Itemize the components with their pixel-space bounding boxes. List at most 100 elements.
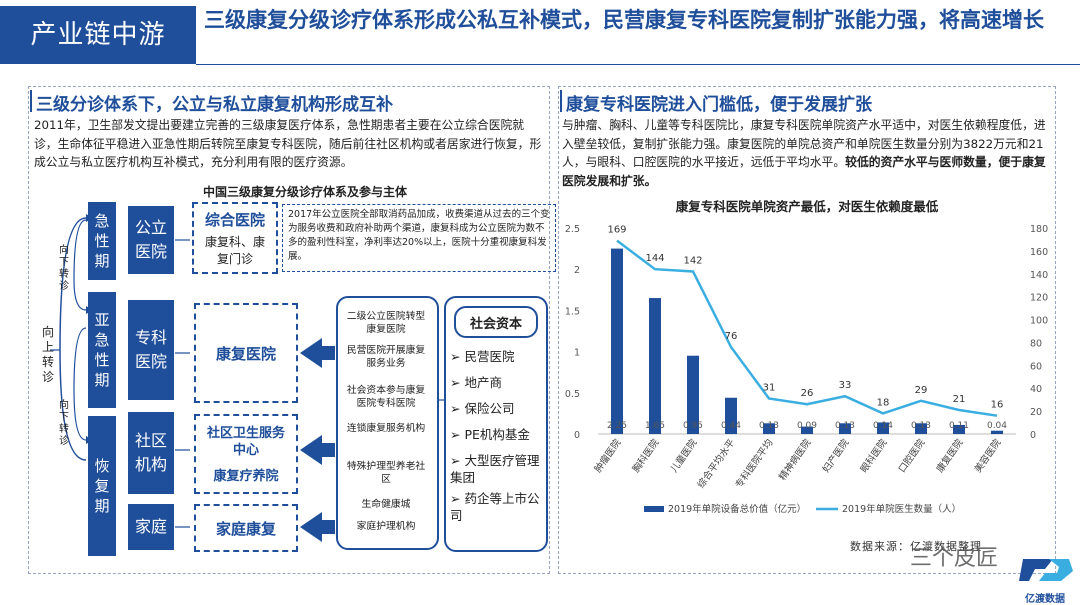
x-tick-label: 综合平均水平 [695,436,738,490]
line-value-label: 21 [953,394,966,405]
legend-swatch-bar [644,506,664,512]
bar-value-label: 0.13 [759,421,779,431]
bar-value-label: 0.13 [911,421,931,431]
x-tick-label: 康复医院 [934,436,966,474]
facility-specialty-hospital: 专科医院 [128,300,174,400]
x-tick-label: 肿瘤医院 [592,436,624,474]
list-item: ➢ PE机构基金 [450,427,530,442]
chart-bar [687,355,699,434]
line-value-label: 31 [763,383,776,394]
community-box: 社区卫生服务中心 康复疗养院 [194,414,298,494]
header-tag: 产业链中游 [0,6,196,64]
right-section-title: 康复专科医院进入门槛低，便于发展扩张 [566,95,872,115]
chart-bar [877,422,889,434]
stage-subacute: 亚急性期 [88,292,116,408]
chart-canvas: 0 0.5 1 1.5 2 2.5 0 20 40 60 80 100 120 140 160 180 2.25… [565,224,1048,515]
source-note: 数据来源：亿渡数据整理 [850,540,982,553]
x-tick-label: 胸科医院 [630,436,662,474]
line-value-label: 169 [607,225,626,236]
y-right-tick-label: 20 [1030,407,1042,418]
list-item: ➢ 药企等上市公司 [450,491,540,523]
rehab-hospital-box: 康复医院 [194,303,298,403]
nursing-home-label: 康复疗养院 [213,468,279,484]
line-value-label: 144 [645,253,664,264]
list-item: ➢ 地产商 [450,375,502,390]
source-item: 社会资本参与康复医院专科医院 [346,385,426,409]
home-rehab-label: 家庭康复 [215,519,276,538]
x-tick-label: 专科医院平均 [733,437,776,491]
watermark: 三个皮匠 [910,546,999,571]
y-right-tick-label: 60 [1030,361,1042,372]
bar-value-label: 1.65 [645,421,665,431]
header-divider [196,64,1080,65]
source-item: 民营医院开展康复服务业务 [346,345,426,369]
list-item: ➢ 保险公司 [450,401,515,416]
chart-bar [953,424,965,434]
rehab-hospital-label: 康复医院 [215,344,276,363]
list-item: ➢ 民营医院 [450,349,515,364]
y-left-tick-label: 2 [574,265,580,276]
y-right-tick-label: 100 [1030,316,1048,327]
policy-note: 2017年公立医院全部取消药品加成，收费渠道从过去的三个变为服务收费和政府补助两… [288,209,550,262]
chevron-right-icon: ➢ [450,427,465,442]
line-value-label: 18 [877,397,890,408]
legend-label-line: 2019年单院医生数量（人） [842,503,961,515]
chart-bar [801,426,813,434]
chevron-right-icon: ➢ [450,401,465,416]
x-tick-label: 眼科医院 [858,436,890,474]
y-right-tick-label: 160 [1030,247,1048,258]
right-paragraph-bold: 较低的资产水平与医师数量，便于康复医院发展和扩张。 [562,155,1046,188]
line-value-label: 33 [839,380,852,391]
x-tick-label: 妇产医院 [820,436,852,474]
source-item: 特殊护理型养老社区 [346,461,426,485]
chevron-right-icon: ➢ [450,453,465,468]
comprehensive-hospital-box: 综合医院 康复科、康复门诊 [192,202,278,274]
left-paragraph: 2011年，卫生部发文提出要建立完善的三级康复医疗体系，急性期患者主要在公立综合… [34,118,542,169]
list-item: ➢ 大型医疗管理集团 [450,453,540,485]
y-left-tick-label: 0.5 [565,389,580,400]
diagram-connectors [50,214,444,542]
x-tick-label: 儿童医院 [668,436,700,474]
facility-public-hospital: 公立医院 [128,206,174,274]
chart-bar [839,423,851,434]
left-section [28,86,550,574]
right-section [558,86,1056,574]
y-right-tick-label: 140 [1030,270,1048,281]
bar-value-label: 0.14 [873,421,893,431]
down-referral-label-2: 向下转诊 [59,400,69,447]
chart-bar [725,397,737,434]
y-right-tick-label: 80 [1030,338,1042,349]
y-left-tick-label: 1 [574,348,580,359]
diagram-title: 中国三级康复分级诊疗体系及参与主体 [202,185,407,199]
x-tick-label: 口腔医院 [896,436,928,474]
bar-value-label: 2.25 [607,421,627,431]
line-value-label: 76 [725,331,738,342]
bar-value-label: 0.44 [721,421,741,431]
y-right-tick-label: 40 [1030,384,1042,395]
right-section-bar [560,90,562,112]
y-left-tick-label: 2.5 [565,224,580,235]
stage-recovery: 恢复期 [88,416,116,556]
comprehensive-items: 康复科、康复门诊 [204,234,265,266]
chart-title: 康复专科医院单院资产最低，对医生依赖度最低 [675,199,939,214]
y-right-tick-label: 180 [1030,224,1048,235]
chevron-right-icon: ➢ [450,349,465,364]
home-rehab-box: 家庭康复 [194,504,298,552]
source-item: 二级公立医院转型康复医院 [346,311,426,335]
line-value-label: 16 [991,400,1004,411]
facility-home: 家庭 [128,504,174,550]
source-item: 生命健康城 [361,499,411,510]
up-referral-label: 向上转诊 [41,325,54,384]
x-tick-label: 精神病医院 [776,436,813,482]
rehab-sources-box [336,296,439,550]
social-capital-title: 社会资本 [454,306,538,338]
asset-doctor-chart: 康复专科医院单院资产最低，对医生依赖度最低 0 0.5 1 1.5 2 2.5 0 20 40 6… [560,196,1054,531]
right-paragraph: 与肿瘤、胸科、儿童等专科医院比，康复专科医院单院资产水平适中，对医生依赖程度低，… [562,118,1046,188]
comprehensive-title: 综合医院 [204,210,265,229]
policy-note-box: 2017年公立医院全部取消药品加成，收费渠道从过去的三个变为服务收费和政府补助两… [282,204,556,272]
community-center-label: 社区卫生服务中心 [206,425,285,458]
y-left-tick-label: 1.5 [565,306,580,317]
legend-label-bar: 2019年单院设备总价值（亿元） [668,503,806,515]
bar-value-label: 0.95 [683,421,703,431]
social-capital-list: ➢ 民营医院 ➢ 地产商 ➢ 保险公司 ➢ PE机构基金 ➢ 大型医疗管理集团 … [450,344,542,524]
